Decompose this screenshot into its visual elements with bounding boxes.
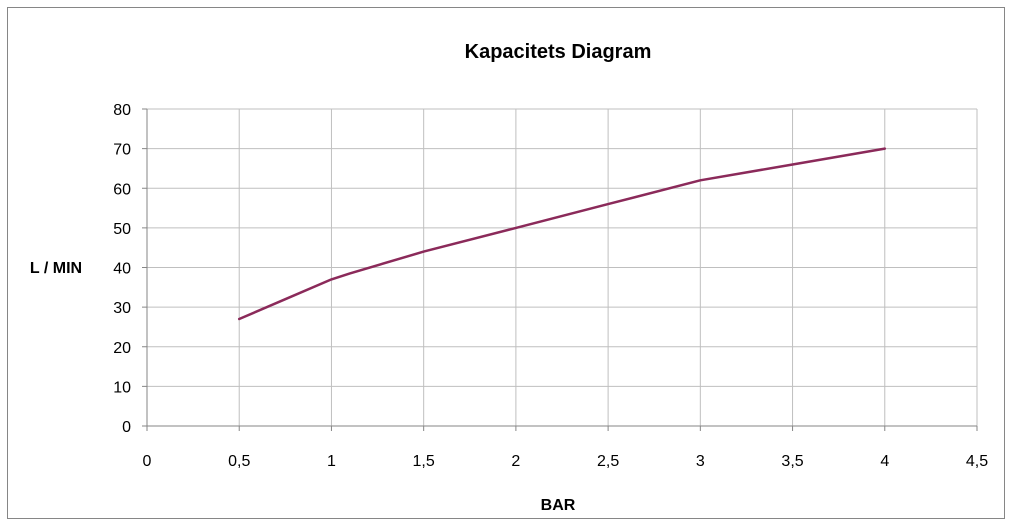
y-tick-label: 40 [113, 261, 131, 278]
x-tick-label: 1 [327, 453, 336, 470]
y-tick-label: 50 [113, 221, 131, 238]
x-tick-label: 2,5 [597, 453, 619, 470]
x-tick-label: 4 [880, 453, 889, 470]
x-tick-label: 0 [143, 453, 152, 470]
tick-labels: 0 10 20 30 40 50 60 70 80 0 0,5 1 1,5 2 2,5 3 3,5 4 4,5 [113, 102, 988, 470]
axes [142, 108, 978, 431]
y-tick-label: 20 [113, 340, 131, 357]
y-tick-label: 10 [113, 379, 131, 396]
x-tick-label: 3,5 [781, 453, 803, 470]
chart-frame [7, 7, 1005, 519]
x-axis-title: BAR [541, 497, 576, 514]
x-tick-label: 2 [511, 453, 520, 470]
series-line [237, 147, 887, 321]
x-tick-label: 1,5 [413, 453, 435, 470]
x-tick-label: 0,5 [228, 453, 250, 470]
series-layer [237, 147, 887, 321]
y-axis-title: L / MIN [30, 260, 82, 277]
y-tick-label: 70 [113, 142, 131, 159]
y-tick-label: 0 [122, 419, 131, 436]
chart-title: Kapacitets Diagram [465, 41, 652, 63]
y-tick-label: 80 [113, 102, 131, 119]
grid-lines [147, 108, 978, 426]
x-tick-label: 4,5 [966, 453, 988, 470]
y-tick-label: 60 [113, 181, 131, 198]
y-tick-label: 30 [113, 300, 131, 317]
x-tick-label: 3 [696, 453, 705, 470]
